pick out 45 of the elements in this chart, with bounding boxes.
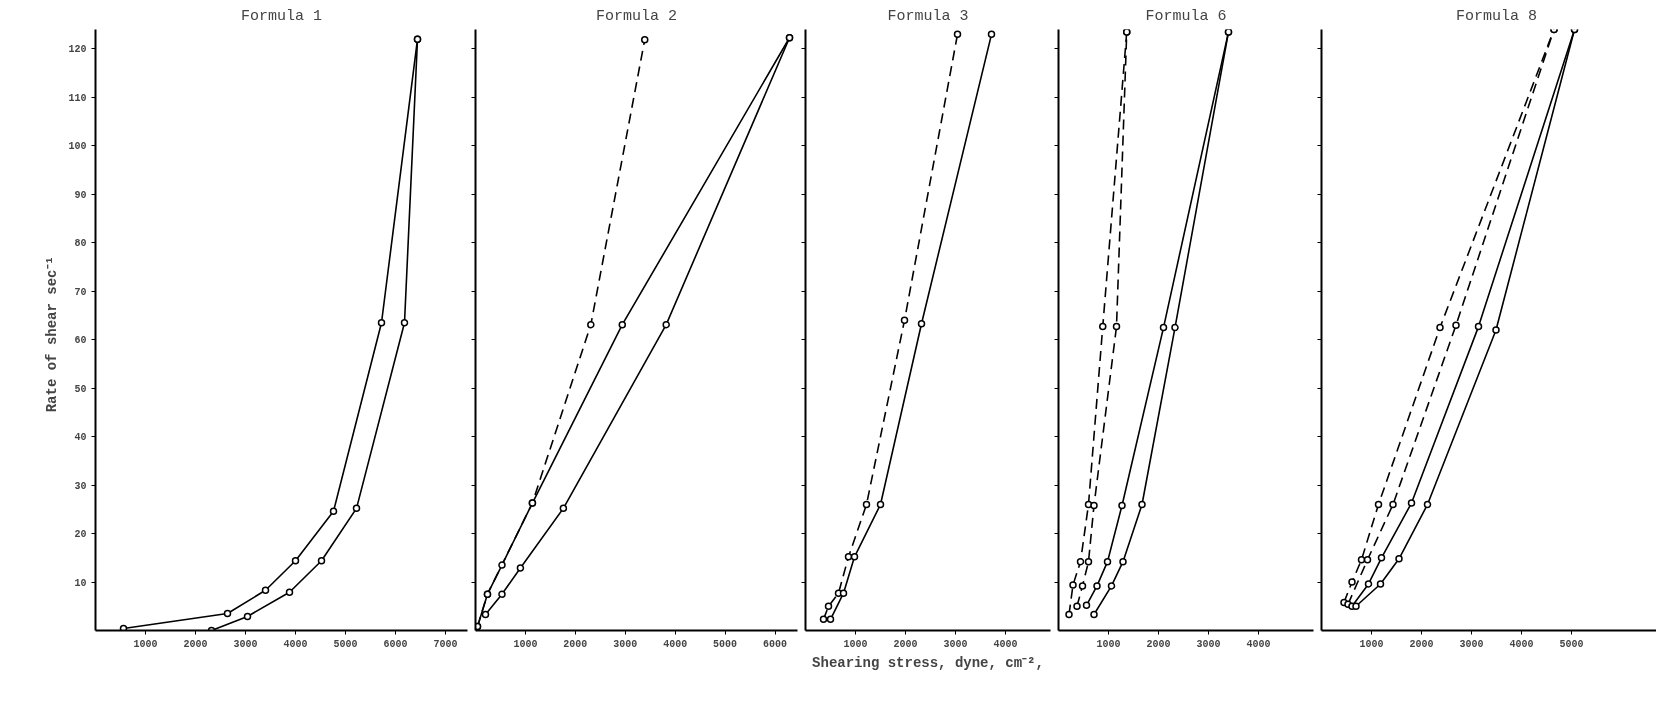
x-tick-label: 1000 [513,638,538,650]
chart-title: Formula 1 [240,7,323,25]
x-tick-label: 4000 [1509,638,1534,650]
x-tick-label: 3000 [1196,638,1221,650]
x-tick-label: 2000 [1146,638,1171,650]
x-tick-label: 4000 [993,638,1018,650]
chart-title: Formula 2 [595,7,678,25]
y-tick-label: 30 [74,480,87,492]
y-tick-label: 10 [74,577,87,589]
x-tick-label: 4000 [1246,638,1271,650]
y-tick-label: 120 [68,44,87,56]
y-tick-label: 110 [68,92,87,104]
chart-title: Formula 6 [1145,7,1227,25]
y-tick-label: 60 [74,335,87,347]
x-tick-label: 3000 [943,638,968,650]
x-tick-label: 5000 [713,638,738,650]
x-tick-label: 7000 [433,638,458,650]
y-tick-label: 100 [68,141,87,153]
y-tick-label: 90 [74,189,87,201]
x-tick-label: 4000 [663,638,688,650]
x-tick-label: 1000 [133,638,158,650]
y-tick-label: 40 [74,432,87,444]
y-axis-title: Rate of shear sec⁻¹ [44,256,61,413]
x-tick-label: 2000 [1409,638,1434,650]
x-tick-label: 3000 [233,638,258,650]
x-tick-label: 4000 [283,638,308,650]
y-tick-label: 80 [74,238,87,250]
x-tick-label: 5000 [1559,638,1584,650]
x-tick-label: 1000 [1096,638,1121,650]
chart-title: Formula 3 [887,7,969,25]
x-tick-label: 1000 [843,638,868,650]
x-tick-label: 6000 [763,638,788,650]
x-tick-label: 2000 [563,638,588,650]
x-axis-title: Shearing stress, dyne, cm⁻², [812,654,1044,671]
y-tick-label: 50 [74,383,87,395]
x-tick-label: 3000 [1459,638,1484,650]
chart-title: Formula 8 [1455,7,1538,25]
x-tick-label: 1000 [1359,638,1384,650]
x-tick-label: 6000 [383,638,408,650]
x-tick-label: 3000 [613,638,638,650]
x-tick-label: 2000 [893,638,918,650]
x-tick-label: 2000 [183,638,208,650]
x-tick-label: 5000 [333,638,358,650]
y-tick-label: 70 [74,286,87,298]
y-tick-label: 20 [74,529,87,541]
